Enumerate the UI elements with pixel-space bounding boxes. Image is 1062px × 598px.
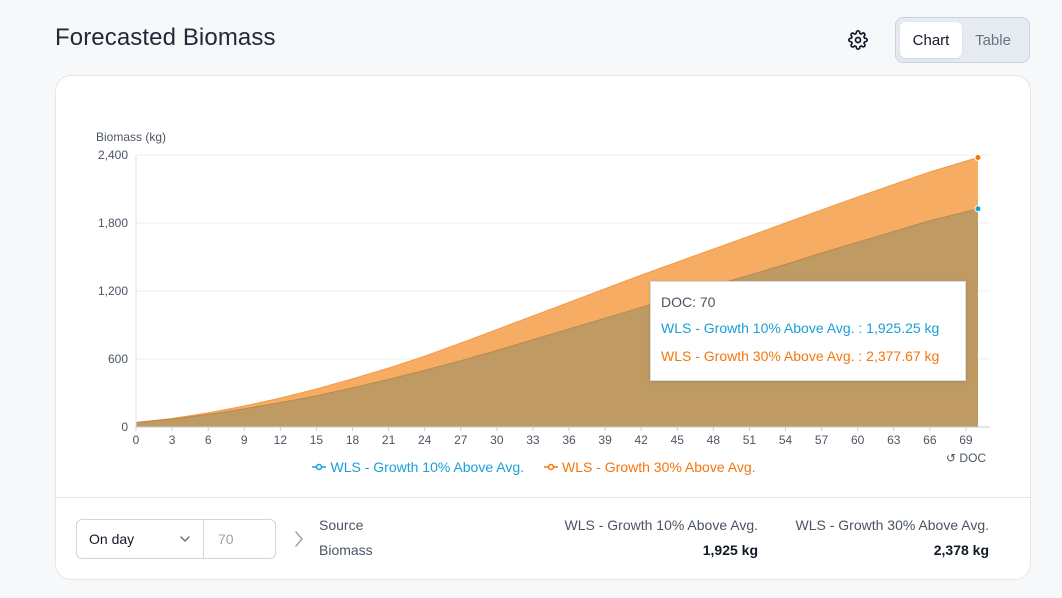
x-tick-label-51: 51 bbox=[743, 433, 757, 447]
day-input[interactable] bbox=[204, 519, 276, 559]
x-tick-label-21: 21 bbox=[382, 433, 396, 447]
source-column-1: WLS - Growth 10% Above Avg. bbox=[564, 517, 758, 533]
x-tick-label-54: 54 bbox=[779, 433, 793, 447]
hover-point-series1 bbox=[974, 205, 982, 213]
x-tick-label-27: 27 bbox=[454, 433, 468, 447]
x-axis-title: DOC bbox=[959, 451, 987, 465]
y-tick-label-600: 600 bbox=[108, 352, 128, 366]
biomass-label: Biomass bbox=[319, 542, 373, 558]
x-tick-label-48: 48 bbox=[707, 433, 721, 447]
chart-view-tab[interactable]: Chart bbox=[900, 22, 962, 58]
legend-label-series1: WLS - Growth 10% Above Avg. bbox=[330, 459, 524, 475]
chevron-right-icon[interactable] bbox=[293, 530, 305, 548]
legend-item-series2[interactable]: WLS - Growth 30% Above Avg. bbox=[544, 459, 756, 475]
x-tick-label-45: 45 bbox=[671, 433, 685, 447]
x-tick-label-30: 30 bbox=[490, 433, 504, 447]
y-tick-label-1200: 1,200 bbox=[98, 284, 128, 298]
x-tick-label-9: 9 bbox=[241, 433, 248, 447]
x-tick-label-6: 6 bbox=[205, 433, 212, 447]
x-tick-label-36: 36 bbox=[562, 433, 576, 447]
view-toggle: Chart Table bbox=[895, 17, 1030, 63]
line-series2 bbox=[135, 157, 979, 423]
mode-select-value: On day bbox=[89, 531, 135, 547]
source-column-2: WLS - Growth 30% Above Avg. bbox=[795, 517, 989, 533]
table-view-tab[interactable]: Table bbox=[975, 31, 1011, 49]
x-tick-label-42: 42 bbox=[635, 433, 649, 447]
y-tick-label-0: 0 bbox=[121, 420, 128, 434]
y-axis-title: Biomass (kg) bbox=[96, 130, 166, 144]
x-axis-label[interactable]: ↺ DOC bbox=[946, 451, 986, 465]
chart-tooltip: DOC: 70 WLS - Growth 10% Above Avg. : 1,… bbox=[650, 281, 966, 381]
source-label: Source bbox=[319, 517, 364, 533]
x-tick-label-18: 18 bbox=[346, 433, 360, 447]
x-tick-label-0: 0 bbox=[133, 433, 140, 447]
x-tick-label-33: 33 bbox=[526, 433, 540, 447]
y-tick-label-2400: 2,400 bbox=[98, 148, 128, 162]
chart-legend: WLS - Growth 10% Above Avg. WLS - Growth… bbox=[0, 459, 1062, 475]
y-tick-label-1800: 1,800 bbox=[98, 216, 128, 230]
page-title: Forecasted Biomass bbox=[55, 24, 276, 51]
biomass-value-1: 1,925 kg bbox=[702, 542, 758, 558]
reset-icon: ↺ bbox=[946, 451, 957, 465]
legend-marker-icon bbox=[312, 463, 327, 471]
x-tick-label-39: 39 bbox=[598, 433, 612, 447]
line-series1 bbox=[135, 208, 979, 423]
x-tick-label-63: 63 bbox=[887, 433, 901, 447]
gear-icon bbox=[848, 30, 868, 50]
chevron-down-icon bbox=[180, 536, 190, 542]
x-tick-label-3: 3 bbox=[169, 433, 176, 447]
tooltip-row-series1: WLS - Growth 10% Above Avg. : 1,925.25 k… bbox=[661, 320, 940, 336]
divider bbox=[56, 497, 1030, 498]
x-tick-label-69: 69 bbox=[959, 433, 973, 447]
legend-label-series2: WLS - Growth 30% Above Avg. bbox=[562, 459, 756, 475]
settings-button[interactable] bbox=[846, 28, 870, 52]
x-tick-label-12: 12 bbox=[274, 433, 288, 447]
tooltip-row-series2: WLS - Growth 30% Above Avg. : 2,377.67 k… bbox=[661, 348, 940, 364]
tooltip-title: DOC: 70 bbox=[661, 294, 716, 310]
x-tick-label-57: 57 bbox=[815, 433, 829, 447]
x-tick-label-15: 15 bbox=[310, 433, 324, 447]
legend-item-series1[interactable]: WLS - Growth 10% Above Avg. bbox=[312, 459, 524, 475]
x-tick-label-66: 66 bbox=[923, 433, 937, 447]
x-tick-label-60: 60 bbox=[851, 433, 865, 447]
legend-marker-icon bbox=[544, 463, 558, 471]
x-tick-label-24: 24 bbox=[418, 433, 432, 447]
mode-select[interactable]: On day bbox=[76, 519, 204, 559]
biomass-value-2: 2,378 kg bbox=[933, 542, 989, 558]
hover-point-series2 bbox=[974, 154, 982, 162]
